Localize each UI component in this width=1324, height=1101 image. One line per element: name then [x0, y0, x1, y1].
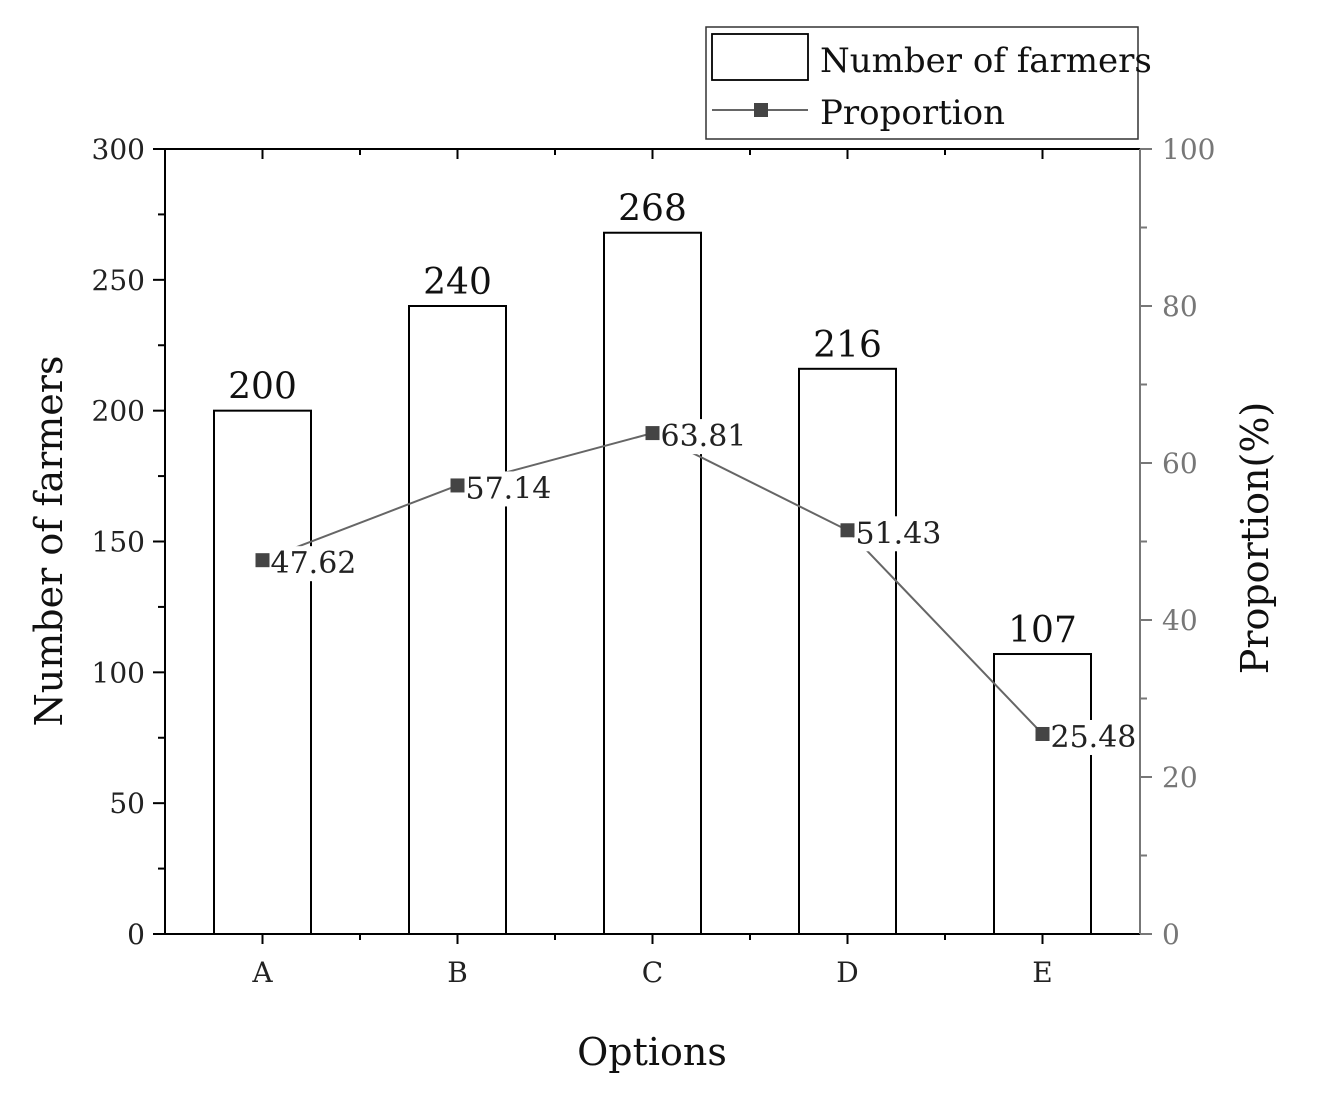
y-tick-label-150: 150	[92, 526, 145, 559]
point-label-A: 47.62	[271, 546, 357, 581]
bar-D	[798, 367, 897, 935]
y2-tick-label-100: 100	[1162, 133, 1215, 166]
point-label-C: 63.81	[661, 419, 747, 454]
y-tick-label-300: 300	[92, 133, 145, 166]
legend: Number of farmers Proportion	[705, 26, 1152, 140]
x-axis-title: Options	[577, 1030, 727, 1074]
x-tick-label-A: A	[251, 956, 273, 989]
point-label-bg-C	[658, 419, 749, 455]
y2-tick-label-60: 60	[1162, 447, 1198, 480]
y2-tick-label-20: 20	[1162, 761, 1198, 794]
point-marker-D	[840, 523, 855, 538]
y-tick-label-200: 200	[92, 395, 145, 428]
point-marker-C	[645, 426, 660, 441]
y2-tick-label-40: 40	[1162, 604, 1198, 637]
legend-bar-label: Number of farmers	[820, 41, 1152, 81]
x-tick-label-B: B	[447, 956, 468, 989]
point-label-bg-A	[268, 546, 359, 582]
x-tick-label-C: C	[642, 956, 663, 989]
point-label-bg-D	[853, 516, 944, 552]
axes-group: 0 50 100 150 200 250 300 0 20 40 60 80 100 A B C D E	[92, 133, 1216, 989]
point-label-D: 51.43	[856, 516, 942, 551]
point-marker-B	[450, 478, 465, 493]
y2-tick-label-0: 0	[1162, 918, 1180, 951]
bar-E	[993, 653, 1092, 935]
bar-C	[603, 231, 702, 935]
bar-label-E: 107	[1008, 610, 1077, 651]
bar-label-C: 268	[618, 189, 687, 230]
point-marker-E	[1035, 726, 1050, 741]
y-axis-title: Number of farmers	[27, 356, 71, 727]
legend-marker-swatch	[754, 103, 768, 117]
x-tick-label-D: D	[836, 956, 858, 989]
bar-A	[213, 409, 312, 935]
point-label-B: 57.14	[466, 471, 552, 506]
legend-bar-swatch	[711, 33, 809, 81]
bar-B	[408, 305, 507, 935]
point-label-bg-B	[463, 471, 554, 507]
y2-axis-title: Proportion(%)	[1233, 402, 1277, 675]
y-tick-label-0: 0	[127, 918, 145, 951]
y-tick-label-50: 50	[109, 787, 145, 820]
legend-line-label: Proportion	[820, 93, 1005, 133]
y-tick-label-100: 100	[92, 656, 145, 689]
point-marker-A	[255, 553, 270, 568]
y-tick-label-250: 250	[92, 264, 145, 297]
proportion-line-group: 47.62 57.14 63.81 51.43 25.48	[255, 419, 1139, 755]
point-label-bg-E	[1048, 719, 1139, 755]
y2-tick-label-80: 80	[1162, 290, 1198, 323]
bar-label-A: 200	[228, 367, 297, 408]
x-tick-label-E: E	[1032, 956, 1052, 989]
bar-label-D: 216	[813, 325, 882, 366]
bars-group: 200 240 268 216 107	[213, 189, 1092, 935]
bar-label-B: 240	[423, 262, 492, 303]
point-label-E: 25.48	[1051, 720, 1137, 755]
